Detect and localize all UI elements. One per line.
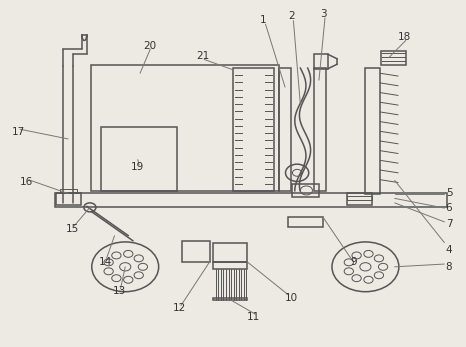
Bar — [91, 65, 280, 191]
Text: 21: 21 — [196, 51, 209, 61]
Text: 5: 5 — [446, 187, 452, 197]
Bar — [233, 68, 274, 191]
Bar — [55, 193, 81, 205]
Text: 11: 11 — [247, 312, 260, 322]
Bar — [293, 184, 319, 197]
Bar — [280, 68, 291, 191]
Bar — [101, 127, 177, 191]
Text: 4: 4 — [446, 245, 452, 255]
Text: 6: 6 — [446, 203, 452, 213]
Bar — [347, 196, 372, 200]
Bar — [213, 243, 247, 262]
Bar — [365, 68, 380, 194]
Text: 19: 19 — [131, 162, 144, 171]
Bar — [55, 193, 447, 207]
Text: 13: 13 — [113, 286, 126, 296]
Text: 18: 18 — [398, 32, 411, 42]
Text: 16: 16 — [20, 177, 33, 187]
Bar — [213, 262, 247, 269]
Bar — [381, 51, 406, 65]
Text: 2: 2 — [288, 11, 295, 21]
Bar — [213, 298, 247, 300]
Bar — [288, 217, 322, 227]
Bar — [314, 54, 328, 69]
Bar — [347, 193, 372, 205]
Text: 14: 14 — [99, 257, 112, 266]
Text: 15: 15 — [66, 224, 79, 234]
Text: 17: 17 — [12, 127, 25, 137]
Bar — [60, 189, 77, 193]
Text: 12: 12 — [173, 303, 186, 313]
Text: 1: 1 — [260, 15, 267, 25]
Text: 10: 10 — [285, 293, 298, 303]
Bar — [182, 241, 210, 262]
Text: 9: 9 — [350, 257, 357, 266]
Text: 20: 20 — [143, 41, 156, 51]
Text: 8: 8 — [446, 262, 452, 272]
Text: 3: 3 — [320, 9, 327, 19]
Text: 7: 7 — [446, 219, 452, 229]
Bar — [314, 68, 326, 191]
